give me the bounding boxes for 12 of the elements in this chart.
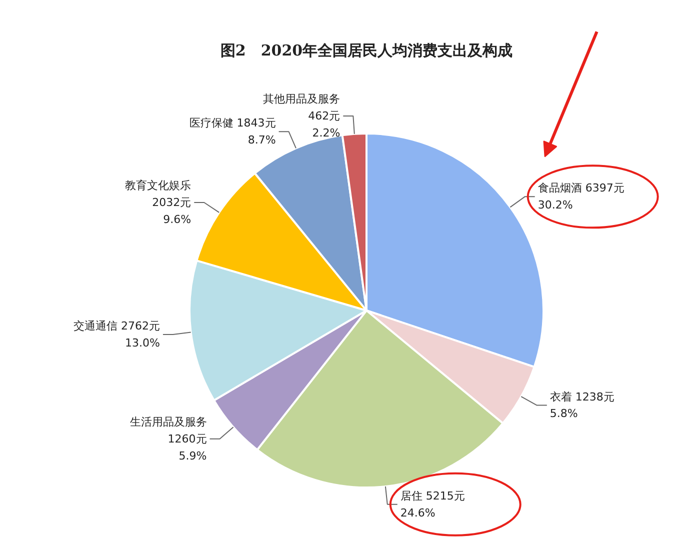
slice-label: 教育文化娱乐 [125,179,192,192]
slice-label: 生活用品及服务 [130,416,207,429]
slice-label: 衣着 1238元 5.8% [550,390,614,420]
data-label: 462元 2.2% [308,109,340,140]
slice-label: 交通通信 2762元 13.0% [73,320,160,350]
slice-label: 居住 5215元 24.6% [400,489,465,520]
data-label: 1260元 5.9% [168,432,207,462]
chart-title: 图2 2020年全国居民人均消费支出及构成 [220,42,513,60]
slice-label: 食品烟酒 6397元 30.2% [538,182,624,212]
data-label: 2032元 9.6% [152,196,192,226]
slice-label: 其他用品及服务 [263,92,340,106]
slice-label: 医疗保健 1843元 8.7% [189,116,276,147]
